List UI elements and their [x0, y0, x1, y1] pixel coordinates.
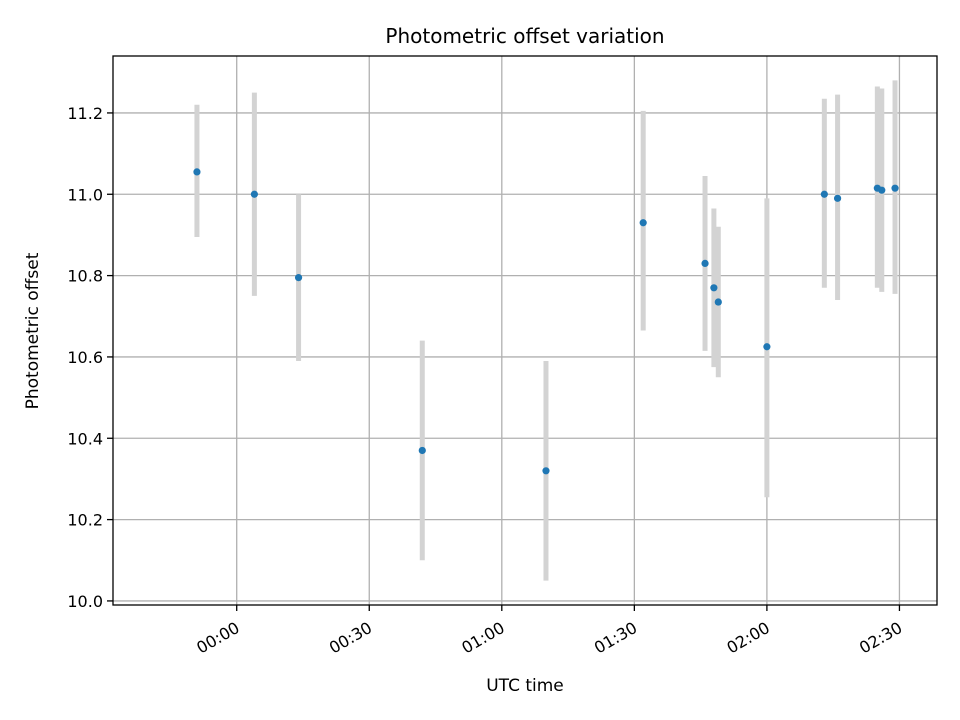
x-axis-title: UTC time: [486, 676, 564, 696]
data-point: [878, 186, 886, 194]
data-point: [193, 168, 201, 176]
y-tick-label: 11.2: [67, 104, 103, 123]
data-point: [639, 219, 647, 227]
data-point: [250, 190, 258, 198]
y-tick-label: 10.6: [67, 348, 103, 367]
data-point: [542, 467, 550, 475]
data-point: [763, 343, 771, 351]
chart-title: Photometric offset variation: [385, 24, 664, 48]
y-tick-label: 11.0: [67, 185, 103, 204]
data-point: [820, 190, 828, 198]
plot-frame: [112, 55, 938, 606]
data-point: [714, 298, 722, 306]
data-points: [193, 168, 899, 475]
data-point: [710, 284, 718, 292]
y-tick-label: 10.0: [67, 592, 103, 611]
data-point: [418, 446, 426, 455]
y-axis-title: Photometric offset: [23, 252, 43, 409]
data-point: [701, 259, 709, 267]
y-axis-ticks: 10.0 10.2 10.4 10.6 10.8 11.0 11.2: [67, 104, 113, 611]
y-tick-label: 10.8: [67, 267, 103, 286]
data-point: [833, 194, 842, 202]
y-tick-label: 10.2: [67, 511, 103, 530]
data-point: [891, 184, 899, 192]
data-point: [294, 274, 303, 282]
y-tick-label: 10.4: [67, 429, 103, 448]
